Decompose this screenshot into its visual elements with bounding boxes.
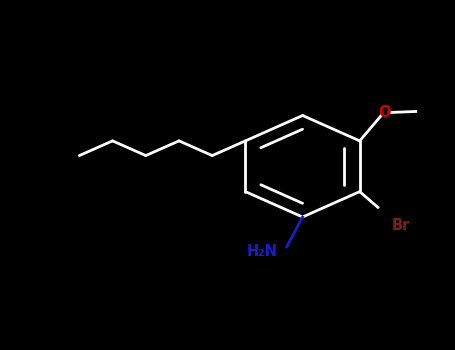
Text: Br: Br — [392, 218, 410, 233]
Text: O: O — [379, 105, 391, 120]
Text: H₂N: H₂N — [247, 245, 278, 259]
